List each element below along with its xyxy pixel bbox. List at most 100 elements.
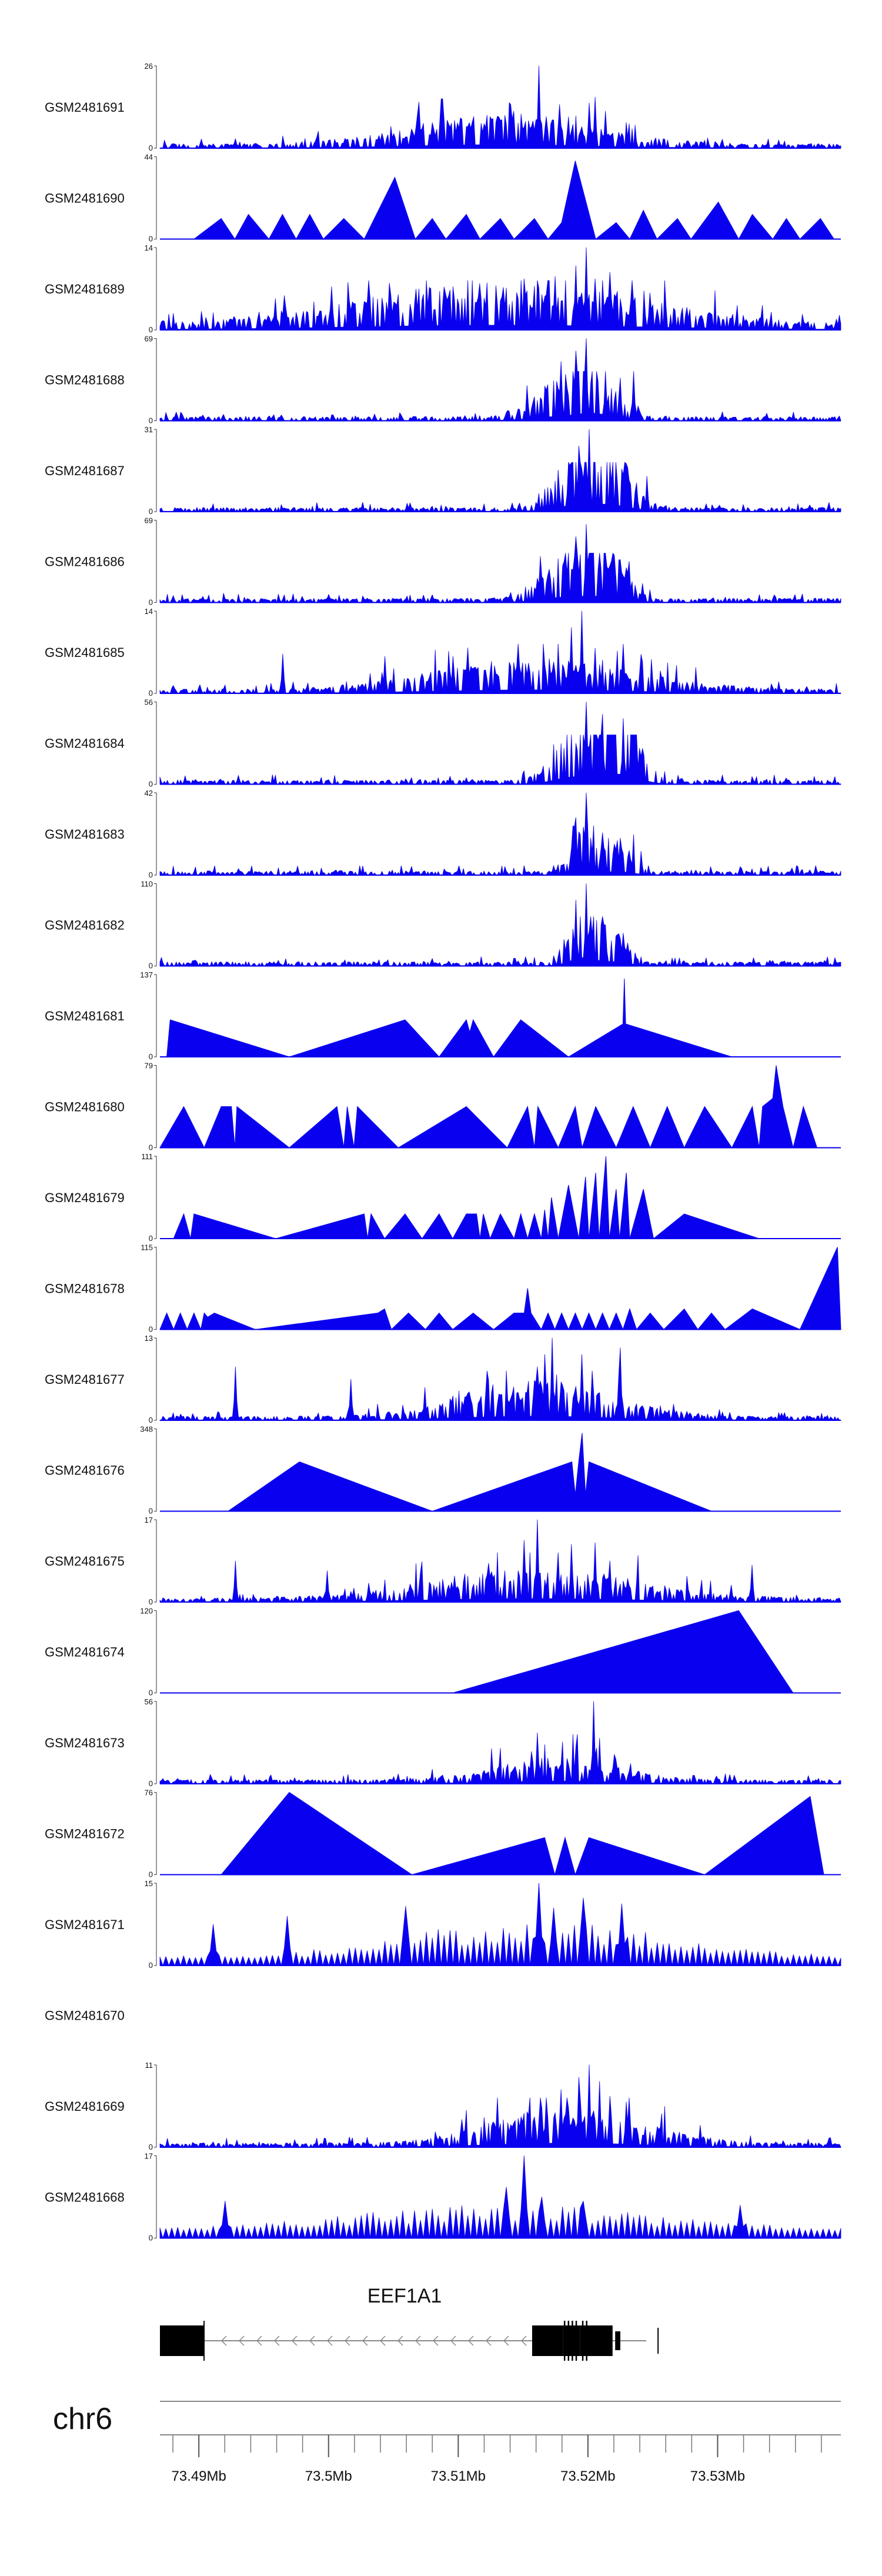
strand-arrow <box>503 2335 509 2346</box>
track-GSM2481669: GSM2481669 11 0 <box>45 2061 841 2151</box>
track-label: GSM2481686 <box>45 555 125 569</box>
y-min-label: 0 <box>149 1597 153 1606</box>
y-max-label: 69 <box>145 335 153 343</box>
track-GSM2481690: GSM2481690 44 0 <box>45 153 841 243</box>
y-min-label: 0 <box>149 144 153 152</box>
track-label: GSM2481675 <box>45 1554 125 1569</box>
coverage-area <box>227 1433 712 1512</box>
y-min-label: 0 <box>149 962 153 970</box>
track-label: GSM2481690 <box>45 191 125 206</box>
strand-arrow <box>397 2335 403 2346</box>
y-max-label: 13 <box>145 1334 153 1343</box>
y-min-label: 0 <box>149 416 153 425</box>
axis-tick-label: 73.5Mb <box>305 2468 352 2484</box>
axis-tick-label: 73.53Mb <box>690 2468 745 2484</box>
track-GSM2481674: GSM2481674 120 0 <box>45 1607 841 1697</box>
coverage-area <box>159 2155 841 2238</box>
strand-arrow <box>379 2335 386 2346</box>
coverage-area <box>166 978 732 1057</box>
track-label: GSM2481687 <box>45 463 125 478</box>
strand-arrow <box>520 2335 527 2346</box>
track-label: GSM2481691 <box>45 100 125 115</box>
track-GSM2481670: GSM2481670 <box>45 2008 125 2023</box>
track-label: GSM2481680 <box>45 1100 125 1115</box>
y-min-label: 0 <box>149 1689 153 1697</box>
strand-arrow <box>291 2335 298 2346</box>
strand-arrow <box>450 2335 456 2346</box>
y-min-label: 0 <box>149 1325 153 1334</box>
track-label: GSM2481676 <box>45 1463 125 1478</box>
strand-arrow <box>238 2335 245 2346</box>
y-min-label: 0 <box>149 1507 153 1516</box>
y-max-label: 15 <box>145 1879 153 1888</box>
coverage-area <box>159 1337 841 1421</box>
track-label: GSM2481683 <box>45 827 125 842</box>
gene-exon <box>580 2325 613 2356</box>
track-label: GSM2481679 <box>45 1190 125 1205</box>
track-GSM2481676: GSM2481676 348 0 <box>45 1425 841 1516</box>
y-max-label: 111 <box>141 1152 153 1161</box>
y-max-label: 56 <box>145 698 153 707</box>
track-GSM2481679: GSM2481679 111 0 <box>45 1152 841 1243</box>
y-max-label: 79 <box>145 1062 153 1070</box>
axis-tick-label: 73.52Mb <box>560 2468 615 2484</box>
y-max-label: 17 <box>145 1516 153 1524</box>
y-min-label: 0 <box>149 598 153 607</box>
gene-exon <box>532 2325 563 2356</box>
strand-arrow <box>273 2335 280 2346</box>
track-label: GSM2481673 <box>45 1736 125 1750</box>
y-max-label: 69 <box>145 516 153 525</box>
track-label: GSM2481678 <box>45 1282 125 1296</box>
y-max-label: 14 <box>145 607 153 616</box>
strand-arrow <box>415 2335 421 2346</box>
coverage-area <box>159 65 841 149</box>
track-GSM2481673: GSM2481673 56 0 <box>45 1697 841 1788</box>
gene-name-label: EEF1A1 <box>368 2285 442 2307</box>
coverage-area <box>193 161 835 240</box>
track-label: GSM2481669 <box>45 2099 125 2114</box>
track-label: GSM2481677 <box>45 1372 125 1387</box>
track-GSM2481681: GSM2481681 137 0 <box>45 970 841 1061</box>
coverage-area <box>173 1156 760 1240</box>
track-label: GSM2481674 <box>45 1645 125 1660</box>
gene-annotation-track: EEF1A1 <box>160 2285 659 2361</box>
y-min-label: 0 <box>149 1416 153 1424</box>
track-GSM2481675: GSM2481675 17 0 <box>45 1516 841 1606</box>
track-GSM2481668: GSM2481668 17 0 <box>45 2152 841 2243</box>
coverage-area <box>159 702 841 785</box>
track-label: GSM2481682 <box>45 918 125 933</box>
track-GSM2481678: GSM2481678 115 0 <box>45 1243 841 1334</box>
y-max-label: 56 <box>145 1697 153 1706</box>
y-min-label: 0 <box>149 2143 153 2151</box>
y-max-label: 42 <box>145 789 153 798</box>
strand-arrow <box>432 2335 439 2346</box>
y-min-label: 0 <box>149 1779 153 1788</box>
coverage-area <box>159 1065 818 1149</box>
coverage-area <box>159 2064 841 2148</box>
y-max-label: 31 <box>145 425 153 434</box>
y-min-label: 0 <box>149 1143 153 1152</box>
y-min-label: 0 <box>149 1234 153 1243</box>
track-GSM2481683: GSM2481683 42 0 <box>45 789 841 879</box>
y-min-label: 0 <box>149 1961 153 1970</box>
track-label: GSM2481670 <box>45 2008 125 2023</box>
y-max-label: 76 <box>145 1788 153 1797</box>
track-label: GSM2481681 <box>45 1009 125 1023</box>
y-max-label: 110 <box>141 880 153 889</box>
track-GSM2481684: GSM2481684 56 0 <box>45 698 841 789</box>
y-min-label: 0 <box>149 780 153 789</box>
y-max-label: 44 <box>145 153 153 162</box>
strand-arrow <box>326 2335 333 2346</box>
gene-exon <box>160 2325 204 2356</box>
strand-arrow <box>485 2335 492 2346</box>
y-min-label: 0 <box>149 1870 153 1879</box>
track-label: GSM2481668 <box>45 2190 125 2205</box>
coverage-area <box>159 792 841 876</box>
track-GSM2481672: GSM2481672 76 0 <box>45 1788 841 1879</box>
coverage-tracks: GSM2481691260GSM2481690440GSM2481689140G… <box>45 62 841 2243</box>
y-min-label: 0 <box>149 235 153 243</box>
y-min-label: 0 <box>149 325 153 334</box>
y-max-label: 14 <box>145 243 153 252</box>
track-label: GSM2481685 <box>45 645 125 660</box>
